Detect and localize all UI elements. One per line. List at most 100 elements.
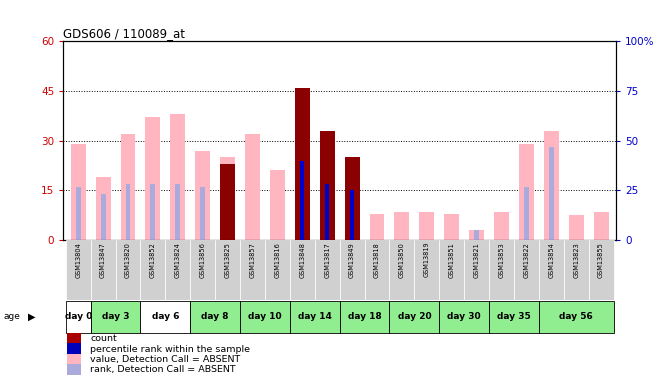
Bar [240,301,290,333]
Text: GSM13855: GSM13855 [598,242,604,278]
Text: day 14: day 14 [298,312,332,321]
Bar [539,301,613,333]
Bar [390,240,414,300]
Bar [350,190,354,240]
Text: GSM13848: GSM13848 [299,242,305,278]
Bar [290,240,315,300]
Bar [220,164,235,240]
Bar [514,240,539,300]
Text: day 20: day 20 [398,312,431,321]
Text: GSM13818: GSM13818 [374,242,380,278]
Bar [141,240,165,300]
Bar [340,240,364,300]
Bar [549,147,553,240]
Bar [67,354,81,365]
Text: day 0: day 0 [65,312,92,321]
Bar [76,187,81,240]
Bar [190,301,240,333]
Text: rank, Detection Call = ABSENT: rank, Detection Call = ABSENT [90,365,236,374]
Text: day 8: day 8 [201,312,229,321]
Bar [370,213,384,240]
Bar [96,177,111,240]
Bar [489,301,539,333]
Bar [519,144,534,240]
Text: GSM13852: GSM13852 [150,242,156,278]
Text: day 56: day 56 [559,312,593,321]
Bar [344,157,360,240]
Bar [464,240,489,300]
Bar [71,144,86,240]
Bar [320,131,335,240]
Text: GSM13824: GSM13824 [174,242,180,278]
Text: GSM13804: GSM13804 [75,242,81,278]
Bar [469,230,484,240]
Text: percentile rank within the sample: percentile rank within the sample [90,345,250,354]
Bar [67,344,81,355]
Bar [141,301,190,333]
Bar [414,240,440,300]
Text: value, Detection Call = ABSENT: value, Detection Call = ABSENT [90,355,240,364]
Bar [295,88,310,240]
Bar [66,301,91,333]
Text: day 18: day 18 [348,312,382,321]
Bar [364,240,390,300]
Bar [350,190,354,240]
Bar [116,240,141,300]
Bar [315,240,340,300]
Text: GSM13819: GSM13819 [424,242,430,278]
Text: GSM13847: GSM13847 [100,242,106,278]
Text: GSM13816: GSM13816 [274,242,280,278]
Bar [126,184,131,240]
Text: GDS606 / 110089_at: GDS606 / 110089_at [63,27,185,40]
Bar [325,184,329,240]
Text: GSM13817: GSM13817 [324,242,330,278]
Bar [66,240,91,300]
Text: GSM13849: GSM13849 [349,242,355,278]
Bar [295,88,310,240]
Bar [215,240,240,300]
Bar [444,213,459,240]
Bar [325,184,330,240]
Text: GSM13850: GSM13850 [399,242,405,278]
Bar [101,194,106,240]
Text: GSM13821: GSM13821 [474,242,480,278]
Bar [240,240,265,300]
Bar [67,364,81,375]
Bar [91,240,116,300]
Text: GSM13854: GSM13854 [548,242,554,278]
Bar [300,160,305,240]
Bar [320,131,335,240]
Text: count: count [90,334,117,344]
Bar [220,157,235,240]
Text: day 30: day 30 [448,312,481,321]
Bar [489,240,514,300]
Bar [390,301,440,333]
Text: age: age [3,312,20,321]
Text: GSM13820: GSM13820 [125,242,131,278]
Bar [474,230,479,240]
Text: GSM13823: GSM13823 [573,242,579,278]
Bar [563,240,589,300]
Bar [524,187,529,240]
Text: GSM13856: GSM13856 [200,242,206,278]
Bar [225,194,230,240]
Text: ▶: ▶ [28,312,35,322]
Bar [91,301,141,333]
Bar [195,150,210,240]
Text: GSM13857: GSM13857 [250,242,256,278]
Bar [165,240,190,300]
Bar [340,301,390,333]
Bar [440,240,464,300]
Bar [494,212,509,240]
Text: GSM13825: GSM13825 [224,242,230,278]
Bar [121,134,135,240]
Text: GSM13851: GSM13851 [449,242,455,278]
Bar [170,114,185,240]
Bar [344,157,360,240]
Bar [544,131,559,240]
Bar [67,333,81,345]
Text: GSM13822: GSM13822 [523,242,529,278]
Bar [151,184,155,240]
Text: day 6: day 6 [152,312,179,321]
Text: GSM13853: GSM13853 [499,242,505,278]
